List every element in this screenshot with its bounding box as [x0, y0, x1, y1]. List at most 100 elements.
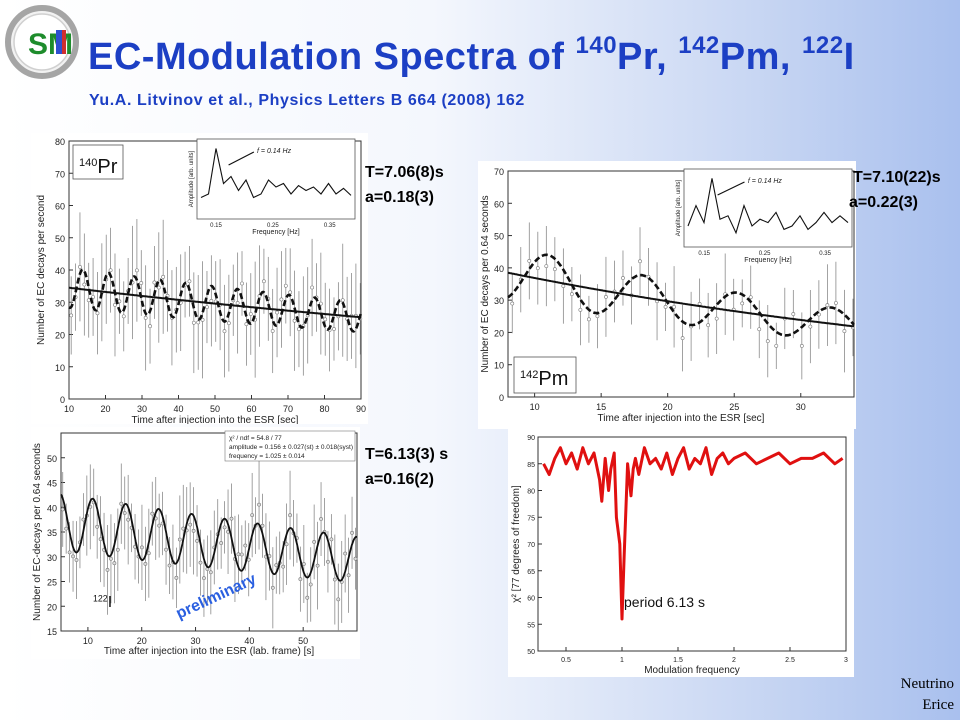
footer-line: Neutrino	[900, 676, 954, 692]
data-point	[353, 556, 358, 561]
data-point	[112, 561, 117, 566]
data-point	[587, 317, 591, 322]
data-point	[315, 563, 320, 568]
data-point	[270, 585, 275, 590]
data-point	[200, 317, 205, 322]
y-tick-label: 40	[494, 264, 504, 274]
data-point	[310, 285, 314, 290]
data-point	[544, 264, 549, 269]
data-point	[748, 295, 753, 300]
inset-x-axis-label: Frequency [Hz]	[744, 257, 792, 264]
data-point	[150, 511, 155, 516]
y-tick-label: 70	[55, 169, 65, 179]
data-point	[113, 303, 117, 307]
data-point	[177, 537, 182, 542]
x-tick-label: 3	[844, 657, 848, 664]
data-point	[329, 537, 334, 542]
data-point	[191, 320, 196, 325]
data-point	[578, 307, 583, 312]
y-tick-label: 15	[47, 627, 57, 637]
data-point	[569, 292, 574, 297]
x-tick-label: 25	[729, 402, 739, 412]
y-tick-label: 0	[60, 395, 65, 405]
modulated-fit-line	[60, 493, 357, 582]
exponential-fit-line	[68, 286, 362, 319]
data-point	[552, 267, 557, 272]
data-point	[260, 523, 265, 528]
data-point	[791, 312, 796, 316]
data-point	[152, 280, 157, 285]
nuclide-label-mass: 122	[93, 593, 108, 603]
data-point	[308, 582, 313, 587]
inset-arrow	[717, 181, 745, 196]
exponential-fit-line	[507, 271, 855, 328]
inset-x-tick-label: 0.15	[698, 251, 710, 257]
data-point	[740, 301, 745, 306]
data-point	[208, 570, 213, 575]
data-point	[714, 316, 719, 321]
slide-title: EC-Modulation Spectra of 140Pr, 142Pm, 1…	[88, 34, 855, 79]
inset-annotation: f = 0.14 Hz	[748, 178, 783, 185]
x-tick-label: 30	[796, 402, 806, 412]
x-tick-label: 0.5	[561, 657, 571, 664]
nuclide-label-box	[72, 144, 124, 180]
data-point	[226, 321, 231, 326]
nuclide-label-mass: 140	[79, 157, 97, 169]
plot-frame	[537, 436, 847, 652]
y-tick-label: 80	[527, 489, 535, 496]
x-tick-label: 10	[530, 402, 540, 412]
x-tick-label: 2.5	[785, 657, 795, 664]
x-tick-label: 2	[732, 657, 736, 664]
data-point	[561, 284, 566, 288]
x-tick-label: 90	[356, 404, 366, 414]
data-point	[326, 559, 330, 564]
nuclide-label: 140Pr	[79, 156, 118, 178]
data-point	[663, 305, 668, 309]
data-point	[209, 298, 214, 303]
data-point	[71, 554, 75, 559]
y-tick-label: 60	[527, 596, 535, 603]
x-tick-label: 20	[100, 404, 110, 414]
data-point	[350, 530, 354, 535]
data-point	[288, 513, 292, 518]
y-tick-label: 30	[47, 553, 57, 563]
data-point	[757, 327, 762, 332]
data-point	[535, 266, 540, 271]
y-tick-label: 50	[527, 649, 535, 656]
data-point	[706, 323, 711, 328]
x-axis-label: Time after injection into the ESR [sec]	[598, 413, 765, 424]
inset-x-tick-label: 0.15	[210, 223, 222, 229]
data-point	[143, 562, 148, 566]
nuclide-label: 122I	[93, 593, 112, 611]
data-point	[621, 276, 625, 280]
x-tick-label: 20	[663, 402, 673, 412]
data-point	[78, 264, 82, 269]
data-point	[298, 577, 303, 582]
data-point	[222, 525, 227, 530]
data-point	[60, 507, 65, 512]
data-point	[98, 537, 103, 542]
chi2-curve	[542, 446, 844, 621]
data-point	[74, 558, 79, 562]
y-tick-label: 65	[527, 569, 535, 576]
x-tick-label: 1	[620, 657, 624, 664]
y-tick-label: 40	[55, 266, 65, 276]
data-point	[808, 324, 813, 329]
data-point	[121, 314, 126, 319]
data-point	[305, 595, 310, 600]
half-life: T=7.06(8)s	[365, 164, 444, 181]
y-tick-label: 20	[494, 328, 504, 338]
data-point	[274, 563, 279, 568]
data-point	[198, 560, 203, 565]
data-point	[318, 301, 323, 306]
data-point	[765, 339, 770, 344]
amplitude: a=0.18(3)	[365, 189, 434, 206]
nuclide-symbol: I	[843, 36, 855, 78]
annotation-pm: T=7.10(22)s a=0.22(3)	[849, 165, 941, 215]
data-point	[825, 303, 830, 308]
y-tick-label: 50	[55, 234, 65, 244]
x-tick-label: 40	[244, 636, 254, 646]
data-point	[527, 258, 532, 263]
nuclide-mass: 122	[802, 32, 844, 59]
data-point	[323, 317, 328, 322]
